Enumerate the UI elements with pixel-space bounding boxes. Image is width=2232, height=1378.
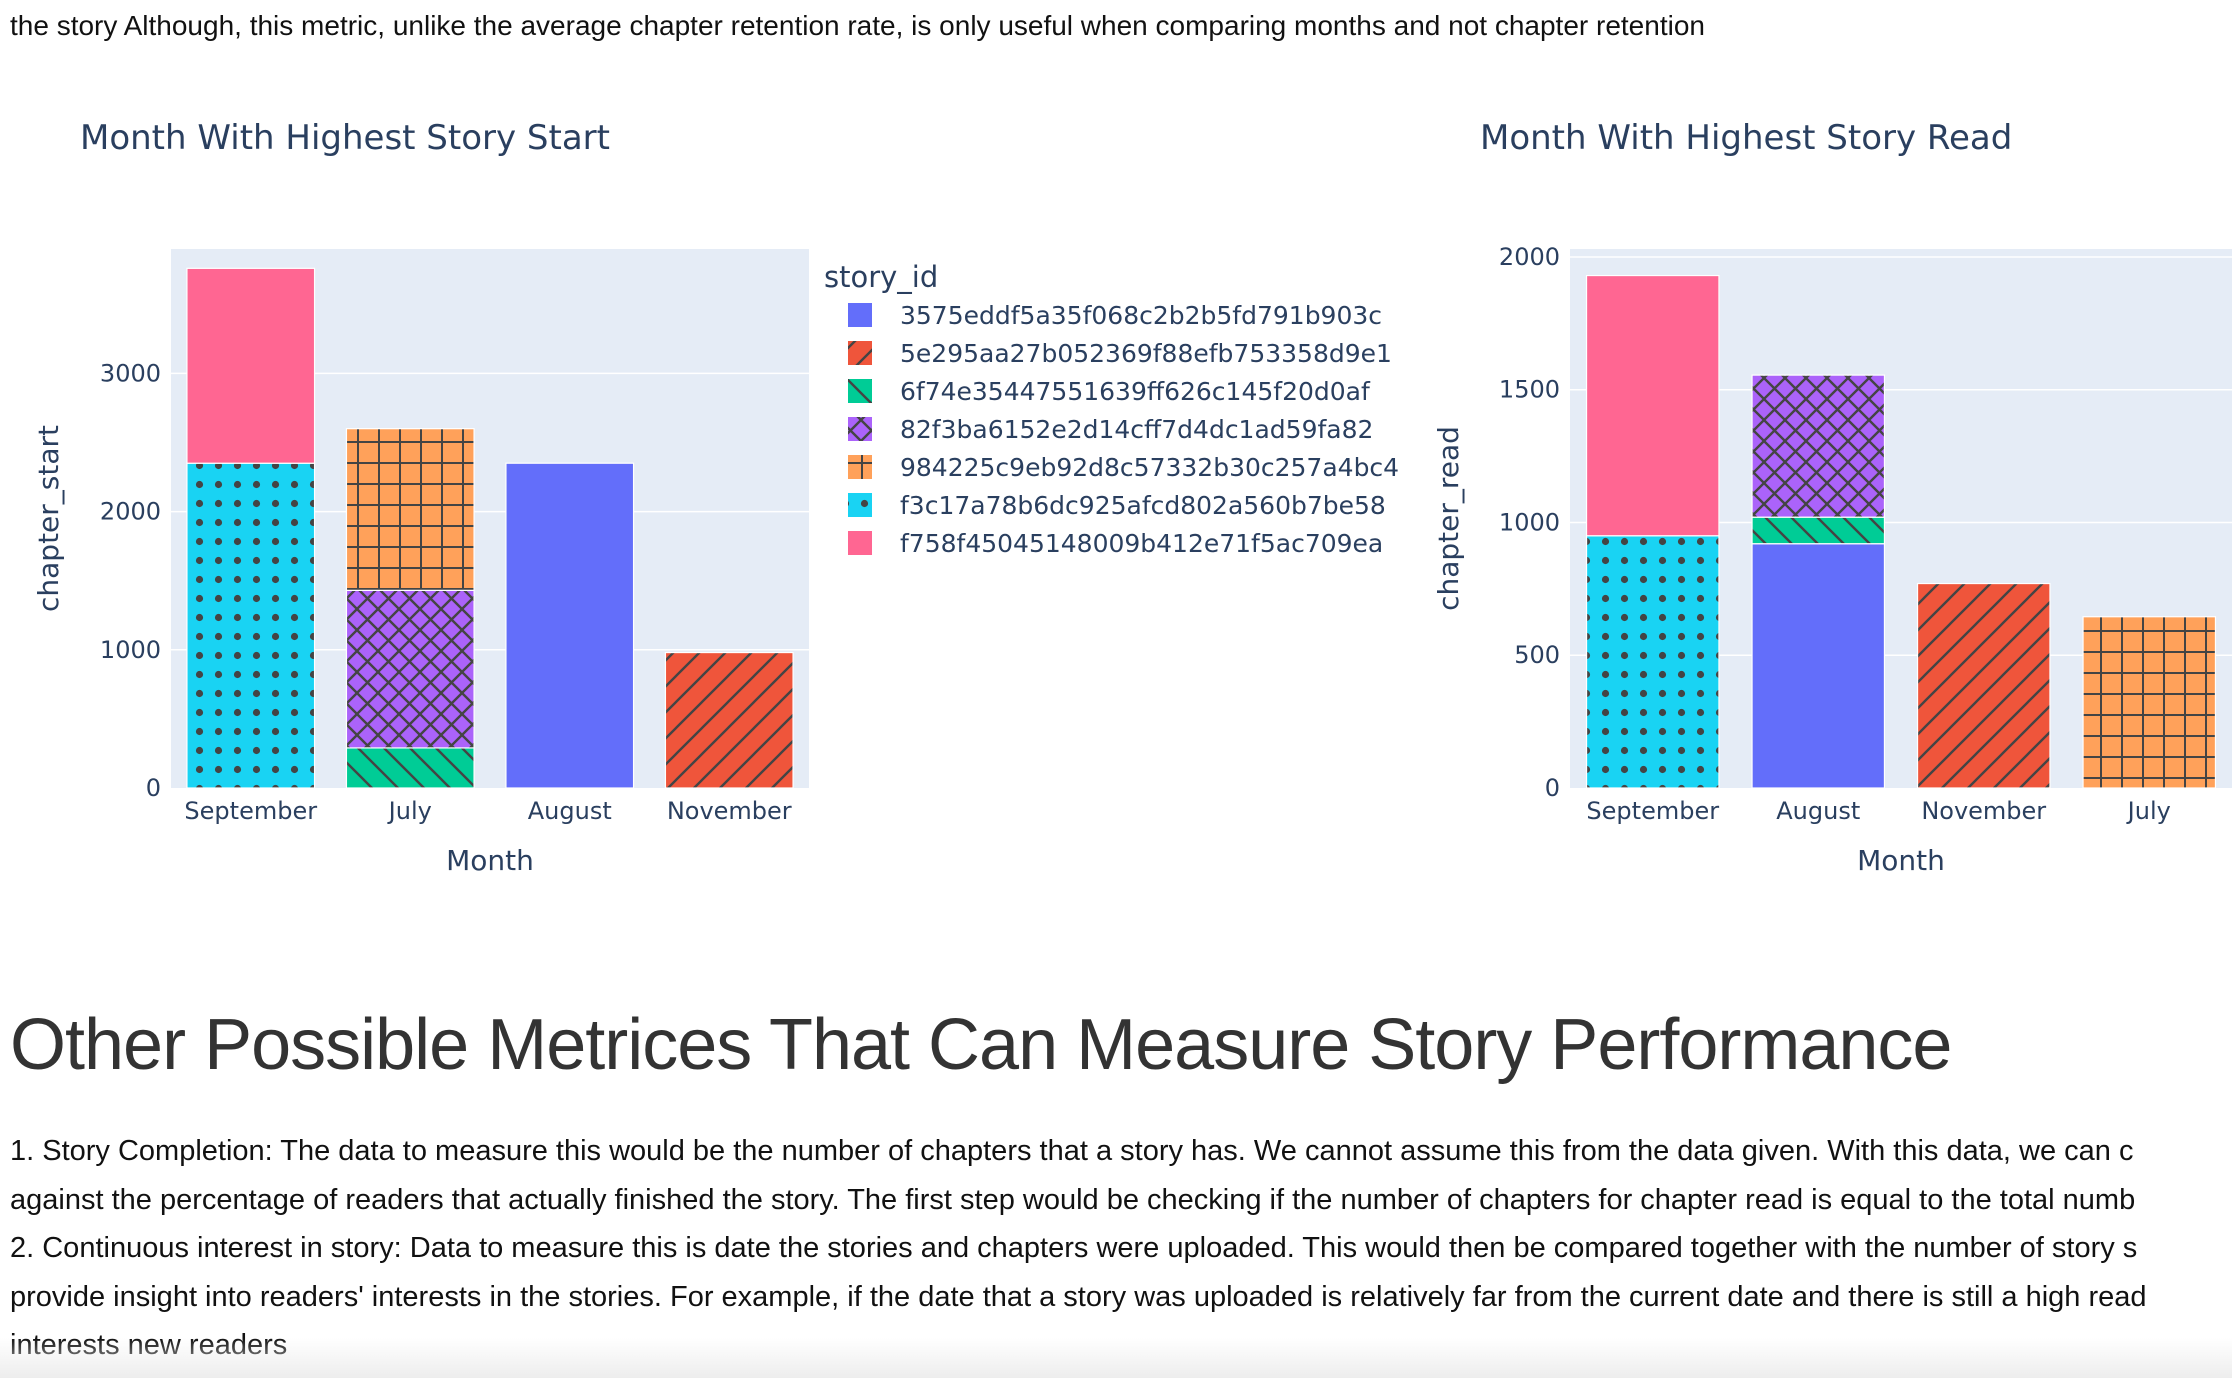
bar-segment <box>1751 543 1886 789</box>
legend-item-label: f758f45045148009b412e71f5ac709ea <box>900 529 1383 558</box>
legend-item-label: 82f3ba6152e2d14cff7d4dc1ad59fa82 <box>900 415 1373 444</box>
y-tick-label: 0 <box>146 774 161 802</box>
legend-swatch <box>848 455 872 479</box>
legend-swatch <box>848 417 872 441</box>
section-title: Other Possible Metrices That Can Measure… <box>10 1005 1952 1085</box>
y-tick-label: 3000 <box>100 359 161 387</box>
legend-swatch <box>848 341 872 365</box>
x-tick-label: November <box>667 797 792 825</box>
legend-swatch <box>848 493 872 517</box>
bar-segment <box>1916 582 2051 789</box>
x-axis-label: Month <box>1857 844 1945 877</box>
x-tick-label: September <box>184 797 317 825</box>
paragraph-line: provide insight into readers' interests … <box>10 1280 2147 1313</box>
bar-segment <box>1751 374 1886 518</box>
y-axis-label: chapter_read <box>1432 426 1465 611</box>
x-tick-label: July <box>2126 797 2171 825</box>
x-tick-label: July <box>387 797 432 825</box>
legend-item-label: 3575eddf5a35f068c2b2b5fd791b903c <box>900 301 1382 330</box>
x-tick-label: September <box>1586 797 1719 825</box>
bar-segment <box>505 462 635 789</box>
paragraph-line: 2. Continuous interest in story: Data to… <box>10 1232 2138 1264</box>
y-tick-label: 1000 <box>100 636 161 664</box>
paragraph-line: 1. Story Completion: The data to measure… <box>10 1135 2134 1167</box>
y-tick-label: 1000 <box>1499 508 1560 536</box>
bottom-fade <box>0 1338 2232 1378</box>
bar-segment <box>345 428 475 591</box>
x-tick-label: August <box>528 797 612 825</box>
y-tick-label: 500 <box>1514 641 1560 669</box>
legend-item-label: 984225c9eb92d8c57332b30c257a4bc4 <box>900 453 1399 482</box>
bar-segment <box>1585 535 1720 789</box>
legend: story_id 3575eddf5a35f068c2b2b5fd791b903c… <box>824 260 2232 558</box>
bar-segment <box>1585 274 1720 537</box>
bar-segment <box>1751 516 1886 545</box>
y-tick-label: 1500 <box>1499 376 1560 404</box>
y-axis-label: chapter_start <box>32 425 65 612</box>
y-tick-label: 0 <box>1545 774 1560 802</box>
intro-text: the story Although, this metric, unlike … <box>10 10 1705 41</box>
chart-title: Month With Highest Story Start <box>80 118 610 158</box>
legend-title: story_id <box>824 260 938 294</box>
legend-item-label: f3c17a78b6dc925afcd802a560b7be58 <box>900 491 1386 520</box>
chart-story-start: 0 1000 2000 3000 September July August November… <box>32 118 809 877</box>
chart-story-read: 0 500 1000 1500 2000 September August November J… <box>1432 118 2232 877</box>
bar-segment <box>186 267 316 464</box>
x-axis-label: Month <box>446 844 534 877</box>
bar-segment <box>345 747 475 789</box>
x-tick-label: August <box>1776 797 1860 825</box>
paragraph-line: against the percentage of readers that a… <box>10 1183 2136 1216</box>
bar-segment <box>345 589 475 749</box>
metrics-text: 1. Story Completion: The data to measure… <box>10 1127 2232 1370</box>
chart-title: Month With Highest Story Read <box>1480 118 2012 158</box>
charts-canvas: 0 1000 2000 3000 September July August November… <box>32 118 2232 877</box>
y-tick-label: 2000 <box>1499 243 1560 271</box>
y-tick-label: 2000 <box>100 498 161 526</box>
bar-segment <box>664 651 794 789</box>
bar-segment <box>186 462 316 789</box>
legend-swatch <box>848 379 872 403</box>
legend-swatch <box>848 303 872 327</box>
legend-item-label: 6f74e35447551639ff626c145f20d0af <box>900 377 1371 406</box>
bar-segment <box>2082 616 2217 789</box>
legend-item-label: 5e295aa27b052369f88efb753358d9e1 <box>900 339 1392 368</box>
legend-swatch <box>848 531 872 555</box>
x-tick-label: November <box>1921 797 2046 825</box>
